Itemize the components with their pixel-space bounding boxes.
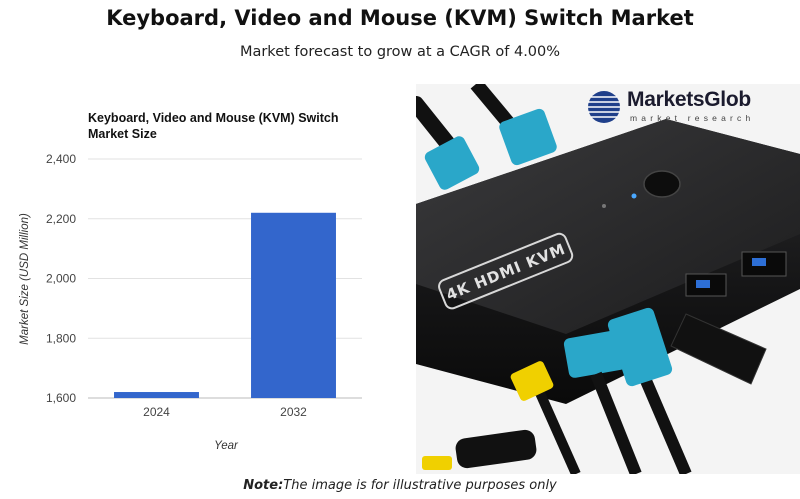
note-prefix: Note: bbox=[243, 478, 284, 493]
chart-title: Keyboard, Video and Mouse (KVM) Switch M… bbox=[88, 111, 339, 141]
kvm-switch-illustration: 4K HDMI KVM bbox=[416, 84, 800, 474]
y-tick-label: 2,000 bbox=[46, 272, 76, 286]
y-tick-label: 2,200 bbox=[46, 212, 76, 226]
globe-logo-icon bbox=[588, 91, 620, 123]
x-tick-label: 2024 bbox=[143, 405, 170, 419]
bars bbox=[114, 212, 336, 398]
y-axis-label: Market Size (USD Million) bbox=[19, 213, 31, 345]
x-tick-labels: 2024 2032 bbox=[143, 405, 307, 419]
page-subtitle: Market forecast to grow at a CAGR of 4.0… bbox=[239, 44, 561, 60]
product-photo: 4K HDMI KVM bbox=[416, 84, 800, 474]
x-axis-label: Year bbox=[214, 440, 239, 452]
illustration-note: Note:The image is for illustrative purpo… bbox=[0, 478, 800, 493]
y-tick-label: 1,800 bbox=[46, 331, 76, 345]
page-title: Keyboard, Video and Mouse (KVM) Switch M… bbox=[106, 6, 694, 30]
brand-logo: MarketsGlob market research bbox=[585, 88, 795, 126]
brand-tagline: market research bbox=[630, 113, 755, 123]
brand-name: MarketsGlob bbox=[627, 88, 751, 111]
bar-2032 bbox=[251, 212, 336, 398]
y-tick-labels: 1,600 1,800 2,000 2,200 2,400 bbox=[46, 152, 76, 405]
y-tick-label: 2,400 bbox=[46, 152, 76, 166]
bar-2024 bbox=[114, 392, 199, 398]
x-tick-label: 2032 bbox=[280, 405, 307, 419]
y-tick-label: 1,600 bbox=[46, 391, 76, 405]
note-text: The image is for illustrative purposes o… bbox=[283, 478, 557, 493]
